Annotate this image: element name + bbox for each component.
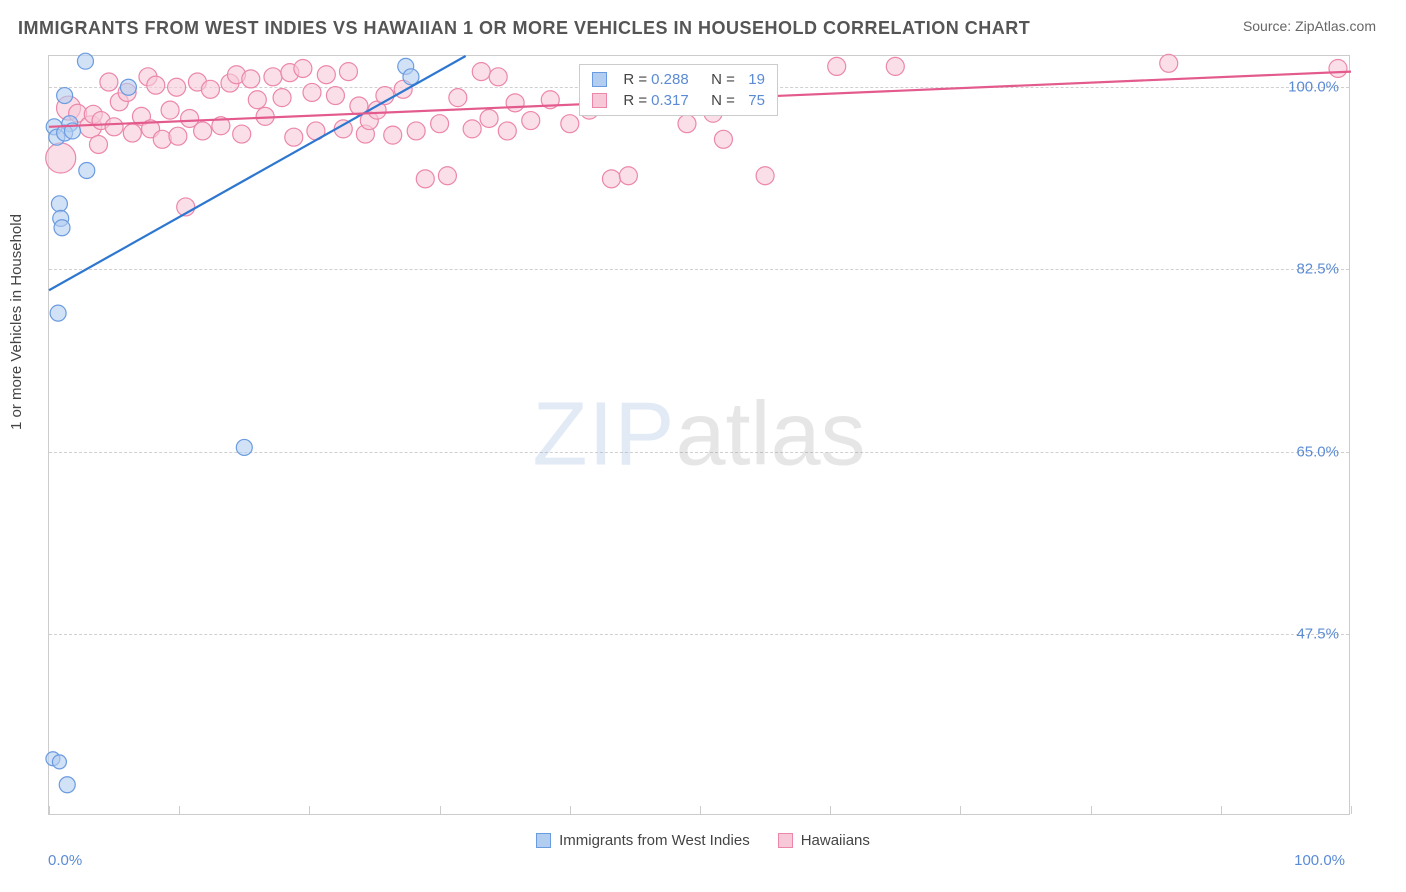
legend-item: Immigrants from West Indies — [536, 832, 750, 849]
data-point — [714, 130, 732, 148]
legend-row: R =0.288N =19 — [580, 69, 777, 90]
data-point — [498, 122, 516, 140]
data-point — [463, 120, 481, 138]
legend-label: Immigrants from West Indies — [559, 832, 750, 849]
data-point — [326, 87, 344, 105]
data-point — [1160, 54, 1178, 72]
scatter-plot — [49, 56, 1349, 814]
data-point — [522, 112, 540, 130]
x-axis-min: 0.0% — [48, 852, 82, 869]
data-point — [619, 167, 637, 185]
data-point — [194, 122, 212, 140]
source-attribution: Source: ZipAtlas.com — [1243, 18, 1376, 34]
legend-label: Hawaiians — [801, 832, 870, 849]
data-point — [233, 125, 251, 143]
data-point — [147, 76, 165, 94]
data-point — [678, 115, 696, 133]
data-point — [105, 118, 123, 136]
data-point — [472, 63, 490, 81]
data-point — [506, 94, 524, 112]
data-point — [285, 128, 303, 146]
legend-swatch — [536, 833, 551, 848]
data-point — [273, 89, 291, 107]
legend-swatch — [592, 93, 607, 108]
data-point — [169, 127, 187, 145]
series-legend: Immigrants from West Indies Hawaiians — [0, 832, 1406, 852]
legend-swatch — [778, 833, 793, 848]
x-tick — [1351, 806, 1352, 814]
legend-row: R =0.317N =75 — [580, 90, 777, 111]
data-point — [54, 220, 70, 236]
data-point — [236, 439, 252, 455]
data-point — [886, 57, 904, 75]
data-point — [168, 78, 186, 96]
data-point — [828, 57, 846, 75]
data-point — [294, 59, 312, 77]
data-point — [153, 130, 171, 148]
data-point — [248, 91, 266, 109]
source-link[interactable]: ZipAtlas.com — [1295, 18, 1376, 34]
correlation-legend: R =0.288N =19R =0.317N =75 — [579, 64, 778, 116]
data-point — [339, 63, 357, 81]
data-point — [489, 68, 507, 86]
data-point — [1329, 59, 1347, 77]
data-point — [303, 83, 321, 101]
data-point — [264, 68, 282, 86]
data-point — [431, 115, 449, 133]
legend-swatch — [592, 72, 607, 87]
data-point — [384, 126, 402, 144]
y-axis-label: 1 or more Vehicles in Household — [8, 214, 25, 430]
data-point — [50, 305, 66, 321]
chart-title: IMMIGRANTS FROM WEST INDIES VS HAWAIIAN … — [18, 18, 1030, 39]
data-point — [756, 167, 774, 185]
data-point — [52, 755, 66, 769]
data-point — [416, 170, 434, 188]
data-point — [480, 109, 498, 127]
data-point — [602, 170, 620, 188]
data-point — [79, 163, 95, 179]
data-point — [100, 73, 118, 91]
data-point — [77, 53, 93, 69]
data-point — [242, 70, 260, 88]
data-point — [161, 101, 179, 119]
legend-item: Hawaiians — [778, 832, 870, 849]
data-point — [438, 167, 456, 185]
data-point — [51, 196, 67, 212]
chart-area: 47.5%65.0%82.5%100.0% ZIPatlas R =0.288N… — [48, 55, 1350, 815]
data-point — [46, 143, 76, 173]
x-axis-max: 100.0% — [1294, 852, 1345, 869]
data-point — [89, 135, 107, 153]
data-point — [201, 80, 219, 98]
data-point — [449, 89, 467, 107]
data-point — [561, 115, 579, 133]
data-point — [317, 66, 335, 84]
data-point — [57, 88, 73, 104]
data-point — [123, 124, 141, 142]
data-point — [59, 777, 75, 793]
data-point — [120, 79, 136, 95]
data-point — [407, 122, 425, 140]
